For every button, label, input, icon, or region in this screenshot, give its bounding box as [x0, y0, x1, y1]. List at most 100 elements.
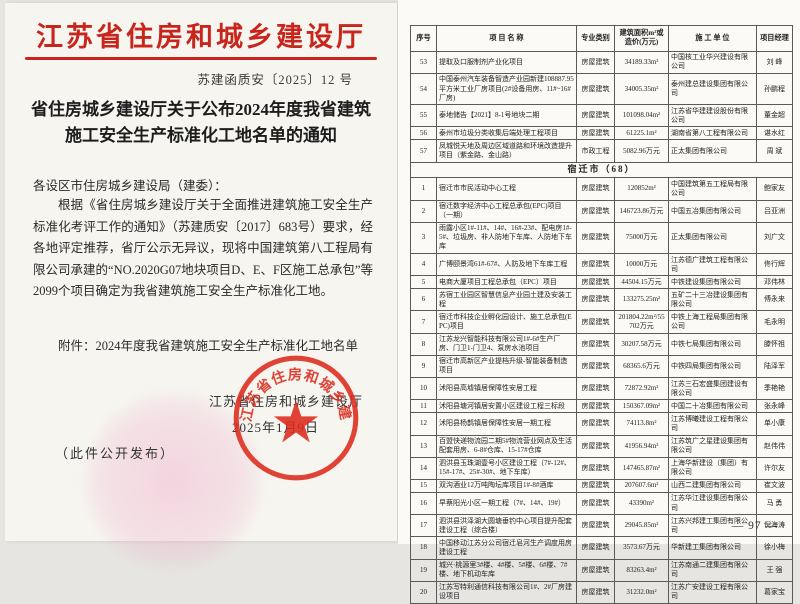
- cell-seq: 57: [410, 139, 437, 163]
- cell-category: 房屋建筑: [576, 221, 615, 255]
- cell-contractor: 江苏省华建建设股份有限公司: [668, 104, 757, 128]
- cell-contractor: 中国建筑第五工程局有限公司: [668, 177, 757, 201]
- cell-contractor: 江苏华江建设集团有限公司: [668, 491, 757, 516]
- cell-project-name: 泰州市垃圾分类收集后端处理工程项目: [436, 126, 577, 141]
- cell-contractor: 华新建工集团有限公司: [668, 536, 757, 560]
- table-row: 11 沭阳县塘河镇居安置小区建设工程三标段 房屋建筑 150367.09m² 中国二十冶…: [410, 399, 793, 414]
- projects-table: 序号 项 目 名 称 专业类别 建筑面积m²或造价(万元) 施 工 单 位 项目…: [410, 25, 793, 604]
- cell-seq: 11: [410, 399, 437, 414]
- signature-agency: 江苏省住房和城乡建设厅: [208, 394, 363, 409]
- cell-category: 房屋建筑: [576, 275, 615, 290]
- cell-manager: 许尔友: [756, 456, 793, 480]
- cell-manager: 陆泽军: [756, 354, 793, 379]
- cell-manager: 刘广文: [756, 221, 793, 255]
- table-row: 13 百盟快递物流园二期5#物流营业网点及生活配套用房、6-8#仓库、15-17#…: [410, 434, 793, 458]
- cell-project-name: 百盟快递物流园二期5#物流营业网点及生活配套用房、6-8#仓库、15-17#仓库: [436, 434, 577, 458]
- cell-category: 房屋建筑: [576, 354, 615, 379]
- cell-contractor: 中国五冶集团有限公司: [668, 199, 757, 223]
- cell-project-name: 电商大厦项目工程总承包（EPC）项目: [436, 275, 577, 290]
- cell-project-name: 宿迁市市民活动中心工程: [436, 177, 577, 201]
- cell-contractor: 中铁上海工程局集团有限公司: [668, 310, 757, 334]
- cell-category: 房屋建筑: [576, 478, 615, 493]
- cell-seq: 5: [410, 275, 437, 290]
- cell-project-name: 提取及口服制剂产业化项目: [436, 50, 577, 74]
- cell-area-cost: 146723.86万元: [614, 199, 669, 223]
- table-row: 7 宿迁市科技企业孵化园设计、施工总承包(EPC)项目 房屋建筑 201804.22m…: [410, 310, 793, 334]
- title-line-2: 施工安全生产标准化工地名单的通知: [65, 126, 337, 146]
- cell-category: 房屋建筑: [576, 332, 615, 356]
- cell-contractor: 江苏筑广之星建设集团有限公司: [668, 434, 757, 458]
- cell-project-name: 苏宿工业园区智慧信息产业园土建及安装工程: [436, 288, 577, 312]
- cell-area-cost: 3573.67万元: [614, 536, 669, 560]
- table-row: 10 沭阳县高墟镇居保障性安居工程 房屋建筑 72872.92m² 江苏三石宏盛集团建设…: [410, 377, 793, 401]
- cell-manager: 单小康: [756, 412, 793, 436]
- table-row: 17 泗洪县洪泽湖大圆塘垂钓中心项目提升配套建设工程（综合楼） 房屋建筑 29045.…: [410, 514, 793, 538]
- cell-project-name: 凤城悦天地及周边区域道路和环境改造提升项目（紫金路、金山路）: [436, 139, 577, 163]
- cell-area-cost: 30207.58万元: [614, 332, 669, 356]
- cell-seq: 2: [410, 199, 437, 223]
- cell-seq: 4: [410, 252, 437, 277]
- cell-seq: 7: [410, 310, 437, 334]
- cell-area-cost: 43390m²: [614, 491, 669, 516]
- cell-seq: 53: [410, 50, 437, 74]
- table-row: 1 宿迁市市民活动中心工程 房屋建筑 120852m² 中国建筑第五工程局有限公司 鲍家友: [410, 177, 793, 201]
- cell-seq: 14: [410, 456, 437, 480]
- cell-project-name: 中国移动江苏分公司宿迁皂河生产调度用房建设工程: [436, 536, 577, 560]
- cell-project-name: 泗洪县洪泽湖大圆塘垂钓中心项目提升配套建设工程（综合楼）: [436, 514, 577, 538]
- cell-seq: 55: [410, 104, 437, 128]
- table-row: 8 江苏龙兴智能科技有限公司1#-6#生产厂房、门卫1-门卫4、泵房水池项目 房屋建…: [410, 332, 793, 356]
- cell-seq: 12: [410, 412, 437, 436]
- cell-area-cost: 133275.25m²: [614, 288, 669, 312]
- cell-project-name: 中国泰州汽车装备智造产业园新建108887.95平方米工业厂房项目(2#设备用房…: [436, 72, 577, 106]
- cell-manager: 佟行辉: [756, 252, 793, 277]
- cell-manager: 季艳艳: [756, 377, 793, 401]
- table-row: 2 宿迁数字经济中心工程总承包(EPC)项目（一期） 房屋建筑 146723.86万元…: [410, 199, 793, 223]
- cell-area-cost: 68365.6万元: [614, 354, 669, 379]
- cell-manager: 崔文波: [756, 478, 793, 493]
- cell-area-cost: 31232.0m²: [614, 580, 669, 604]
- red-divider: [25, 57, 377, 60]
- cell-project-name: 城兴·桃源里3#楼、4#楼、5#楼、6#楼、7#楼、地下机动车库: [436, 558, 577, 582]
- cell-area-cost: 147465.87m²: [614, 456, 669, 480]
- cell-seq: 18: [410, 536, 437, 560]
- cell-area-cost: 34005.35m²: [614, 72, 669, 106]
- cell-project-name: 沭阳县塘河镇居安置小区建设工程三标段: [436, 399, 577, 414]
- body-paragraph: 根据《省住房城乡建设厅关于全面推进建筑施工安全生产标准化考评工作的通知》（苏建质…: [33, 198, 373, 298]
- scanned-document: 江苏省住房和城乡建设厅 苏建函质安〔2025〕12 号 省住房城乡建设厅关于公布…: [5, 0, 800, 604]
- cell-category: 房屋建筑: [576, 491, 615, 516]
- cell-seq: 13: [410, 434, 437, 458]
- table-row: 55 泰地储告【2021】8-1号地块二期 房屋建筑 101098.04m² 江苏省华建…: [410, 104, 793, 128]
- cell-contractor: 江苏博曦建设工程有限公司: [668, 412, 757, 436]
- table-row: 9 宿迁市高新区产业提档升级-智能装备制造项目 房屋建筑 68365.6万元 中铁四局集…: [410, 354, 793, 379]
- cell-contractor: 山西二建集团有限公司: [668, 478, 757, 493]
- table-row: 18 中国移动江苏分公司宿迁皂河生产调度用房建设工程 房屋建筑 3573.67万元 华新…: [410, 536, 793, 560]
- document-title: 省住房城乡建设厅关于公布2024年度我省建筑 施工安全生产标准化工地名单的通知: [23, 97, 379, 150]
- cell-category: 房屋建筑: [576, 377, 615, 401]
- cell-category: 房屋建筑: [576, 434, 615, 458]
- title-line-1: 省住房城乡建设厅关于公布2024年度我省建筑: [31, 100, 371, 119]
- cell-category: 房屋建筑: [576, 104, 615, 128]
- header-manager: 项目经理: [756, 25, 793, 52]
- document-number: 苏建函质安〔2025〕12 号: [197, 73, 353, 87]
- table-row: 20 江苏写特利通信科技有限公司1#、2#厂房建设项目 房屋建筑 31232.0m² 江…: [410, 580, 793, 604]
- section-label: 宿迁市（68）: [410, 161, 793, 179]
- cell-contractor: 中铁七局集团有限公司: [668, 332, 757, 356]
- cell-area-cost: 83263.4m²: [614, 558, 669, 582]
- cell-contractor: 正太集团有限公司: [668, 139, 757, 163]
- header-area-cost: 建筑面积m²或造价(万元): [614, 25, 669, 52]
- cell-contractor: 江苏德广建筑工程有限公司: [668, 252, 757, 277]
- header-seq: 序号: [410, 25, 437, 52]
- cell-category: 房屋建筑: [576, 580, 615, 604]
- table-row: 53 提取及口服制剂产业化项目 房屋建筑 34189.33m² 中国核工业华兴建设有限公…: [410, 50, 793, 74]
- table-row: 56 泰州市垃圾分类收集后端处理工程项目 房屋建筑 61225.1m² 湖南省第八工程有…: [410, 126, 793, 141]
- cell-manager: 刘 峰: [756, 50, 793, 74]
- cell-seq: 17: [410, 514, 437, 538]
- cell-area-cost: 29045.85m²: [614, 514, 669, 538]
- cell-category: 房屋建筑: [576, 199, 615, 223]
- header-category: 专业类别: [576, 25, 615, 52]
- cell-area-cost: 207607.6m²: [614, 478, 669, 493]
- cell-contractor: 中国核工业华兴建设有限公司: [668, 50, 757, 74]
- cell-manager: 邓伟林: [756, 275, 793, 290]
- notice-page: 江苏省住房和城乡建设厅 苏建函质安〔2025〕12 号 省住房城乡建设厅关于公布…: [5, 3, 397, 571]
- cell-project-name: 泗洪县玉珠湖壹号小区建设工程（7#-12#、15#-17#、25#-30#、地下…: [436, 456, 577, 480]
